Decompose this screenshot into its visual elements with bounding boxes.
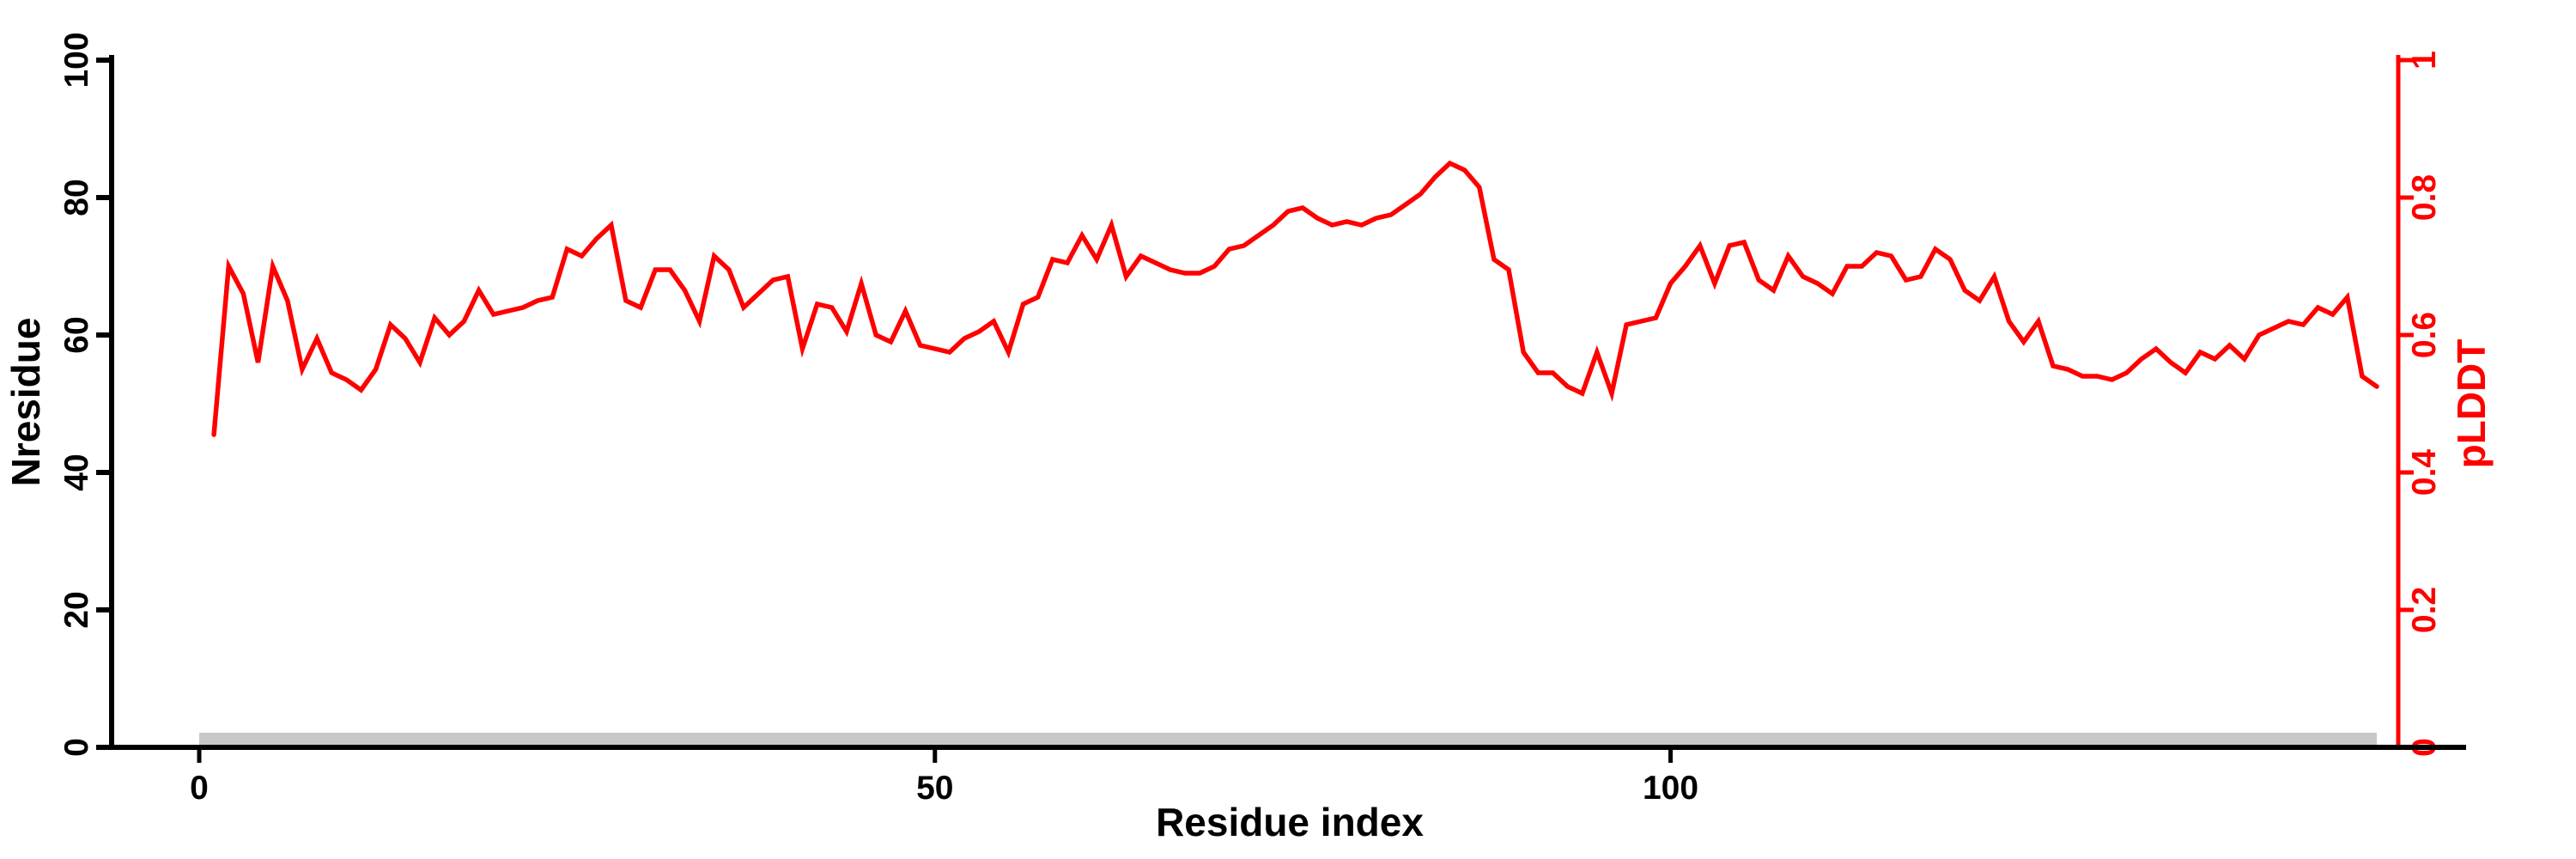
- x-axis-tick-label: 50: [916, 770, 953, 807]
- left-axis-tick-label: 20: [58, 591, 95, 628]
- right-axis-tick-label: 0.4: [2406, 449, 2443, 497]
- residue-range-bar: [199, 733, 2377, 748]
- left-axis-tick-label: 60: [58, 316, 95, 353]
- left-axis-title: Nresidue: [3, 318, 48, 487]
- x-axis-title: Residue index: [1156, 800, 1424, 844]
- pLDDT-line: [211, 160, 2379, 437]
- right-axis-tick-label: 1: [2406, 51, 2443, 70]
- x-axis-tick-label: 0: [190, 770, 209, 807]
- right-axis-tick-label: 0.2: [2406, 587, 2443, 633]
- left-axis-tick-label: 100: [58, 32, 95, 88]
- right-axis-tick-label: 0.8: [2406, 174, 2443, 221]
- left-axis-tick-label: 0: [58, 738, 95, 757]
- right-axis-tick-label: 0.6: [2406, 312, 2443, 358]
- series-layer: [211, 160, 2379, 437]
- left-axis-tick-label: 80: [58, 179, 95, 216]
- x-axis-tick-label: 100: [1643, 770, 1698, 807]
- right-axis-title: pLDDT: [2449, 339, 2494, 469]
- left-axis-tick-label: 40: [58, 454, 95, 490]
- annotations-layer: [199, 733, 2377, 748]
